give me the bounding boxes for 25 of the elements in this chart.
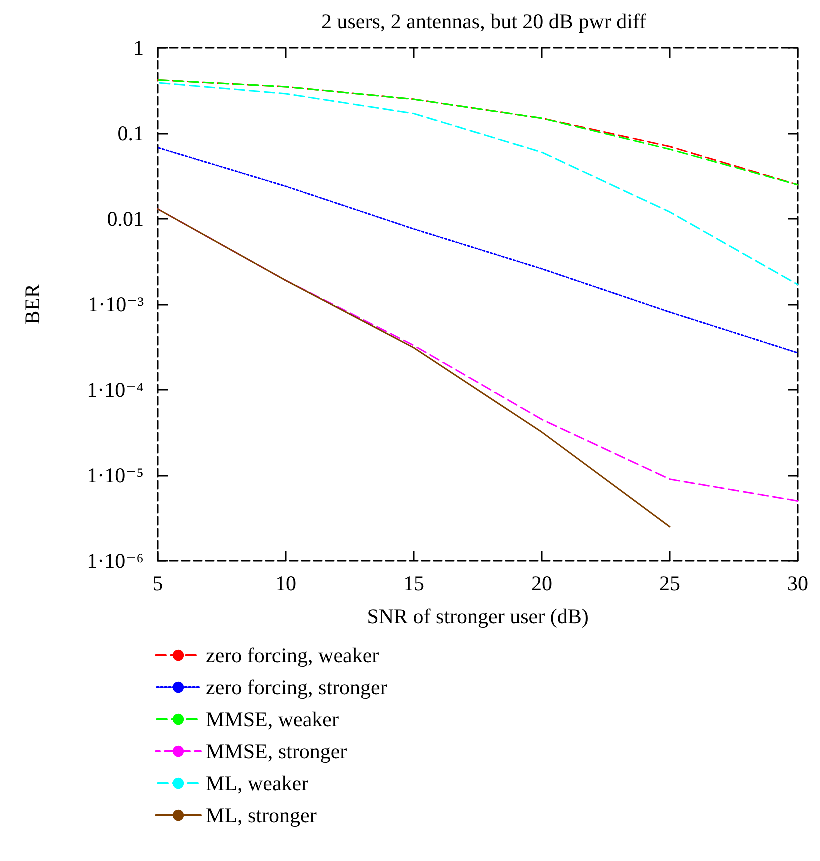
y-tick-label: 1·10⁻⁵ (87, 464, 144, 488)
x-tick-label: 15 (404, 572, 424, 596)
y-tick-label: 1·10⁻⁴ (87, 378, 144, 402)
y-tick-label: 0.01 (107, 207, 144, 231)
chart-title: 2 users, 2 antennas, but 20 dB pwr diff (321, 10, 647, 34)
legend-label: zero forcing, stronger (206, 676, 388, 700)
legend-label: MMSE, stronger (206, 740, 348, 764)
legend-label: MMSE, weaker (206, 708, 339, 732)
legend-label: zero forcing, weaker (206, 644, 380, 668)
line-series (157, 147, 799, 354)
line-series (157, 82, 799, 286)
x-axis-title: SNR of stronger user (dB) (367, 604, 589, 628)
y-tick-label: 0.1 (118, 122, 144, 146)
legend-label: ML, stronger (206, 804, 317, 828)
y-tick-label: 1·10⁻⁶ (87, 549, 144, 573)
y-tick-label: 1 (134, 36, 144, 60)
y-tick-label: 1·10⁻³ (88, 292, 144, 316)
x-tick-label: 20 (532, 572, 552, 596)
x-tick-label: 5 (152, 572, 164, 596)
legend-label: ML, weaker (206, 772, 309, 796)
x-tick-label: 30 (788, 572, 808, 596)
x-tick-label: 10 (276, 572, 296, 596)
x-tick-label: 25 (660, 572, 680, 596)
y-axis-title: BER (20, 284, 44, 325)
line-series (157, 208, 671, 528)
